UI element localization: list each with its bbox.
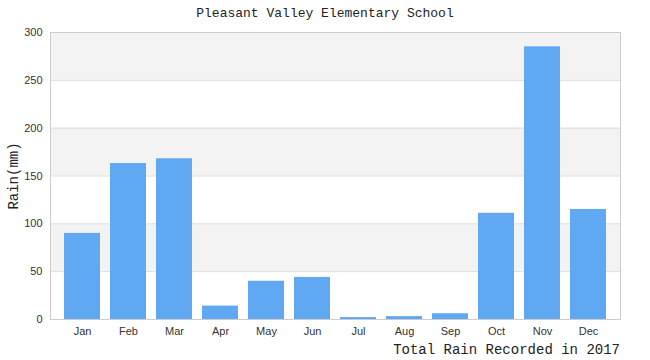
svg-text:Aug: Aug bbox=[395, 325, 415, 337]
svg-text:Sep: Sep bbox=[441, 325, 461, 337]
svg-text:Jan: Jan bbox=[74, 325, 92, 337]
svg-text:Rain(mm): Rain(mm) bbox=[6, 142, 22, 209]
svg-text:250: 250 bbox=[24, 74, 42, 86]
svg-text:Dec: Dec bbox=[579, 325, 599, 337]
svg-text:150: 150 bbox=[24, 170, 42, 182]
svg-text:Apr: Apr bbox=[212, 325, 229, 337]
svg-text:50: 50 bbox=[30, 265, 42, 277]
svg-text:Feb: Feb bbox=[119, 325, 138, 337]
svg-text:May: May bbox=[256, 325, 277, 337]
svg-text:Oct: Oct bbox=[488, 325, 505, 337]
svg-text:Mar: Mar bbox=[165, 325, 184, 337]
svg-text:Jul: Jul bbox=[351, 325, 365, 337]
svg-text:300: 300 bbox=[24, 26, 42, 38]
svg-text:Jun: Jun bbox=[304, 325, 322, 337]
html-text:Pleasant Valley Elementary Sch: Pleasant Valley Elementary School bbox=[196, 6, 454, 21]
svg-text:0: 0 bbox=[36, 313, 42, 325]
svg-text:200: 200 bbox=[24, 122, 42, 134]
svg-text:100: 100 bbox=[24, 217, 42, 229]
svg-text:Nov: Nov bbox=[533, 325, 553, 337]
html-text:Total Rain Recorded in 2017: Total Rain Recorded in 2017 bbox=[393, 342, 620, 358]
